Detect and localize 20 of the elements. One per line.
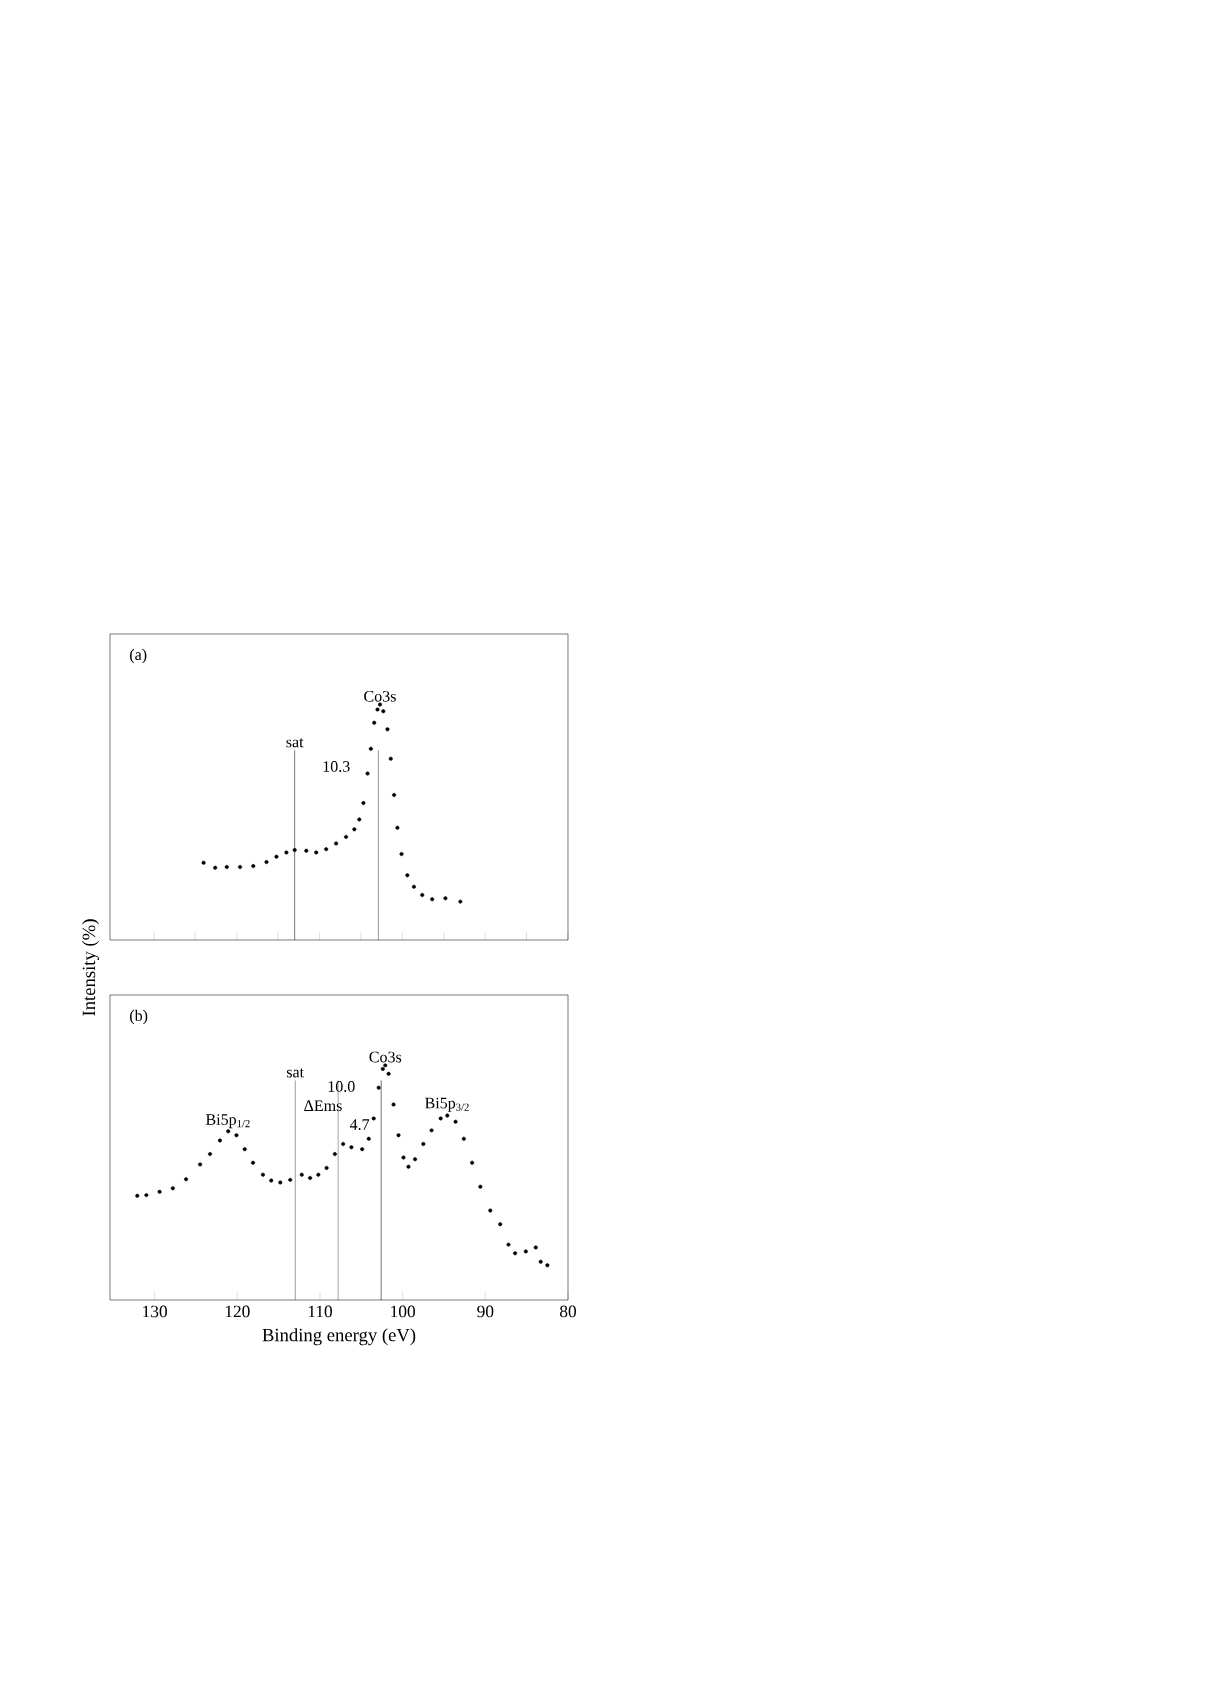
- x-tick-label: 90: [477, 1305, 494, 1318]
- ref-line-label: sat: [286, 1068, 304, 1078]
- text: (b): [130, 1009, 148, 1025]
- x-tick-label: 110: [308, 1305, 333, 1318]
- annotation: Bi5p$_{3/2}$: [425, 1097, 469, 1112]
- annotation: Co3s: [364, 690, 396, 702]
- annotation: ΔEms: [304, 1100, 342, 1112]
- annotation: 10.3: [323, 761, 350, 772]
- x-tick-label: 120: [225, 1305, 250, 1318]
- annotation: Bi5p$_{1/2}$: [205, 1114, 250, 1129]
- x-tick-label: 80: [560, 1305, 577, 1318]
- y-axis-title: Intensity (%): [82, 919, 100, 1016]
- annotation: 10.0: [328, 1081, 355, 1092]
- ref-line-label: sat: [286, 738, 304, 748]
- annotation: Co3s: [369, 1051, 402, 1063]
- x-tick-label: 130: [143, 1305, 167, 1318]
- annotation: 4.7: [349, 1119, 370, 1130]
- x-tick-label: 100: [391, 1305, 415, 1318]
- text: (a): [130, 648, 147, 664]
- x-axis-title: Binding energy (eV): [262, 1328, 416, 1346]
